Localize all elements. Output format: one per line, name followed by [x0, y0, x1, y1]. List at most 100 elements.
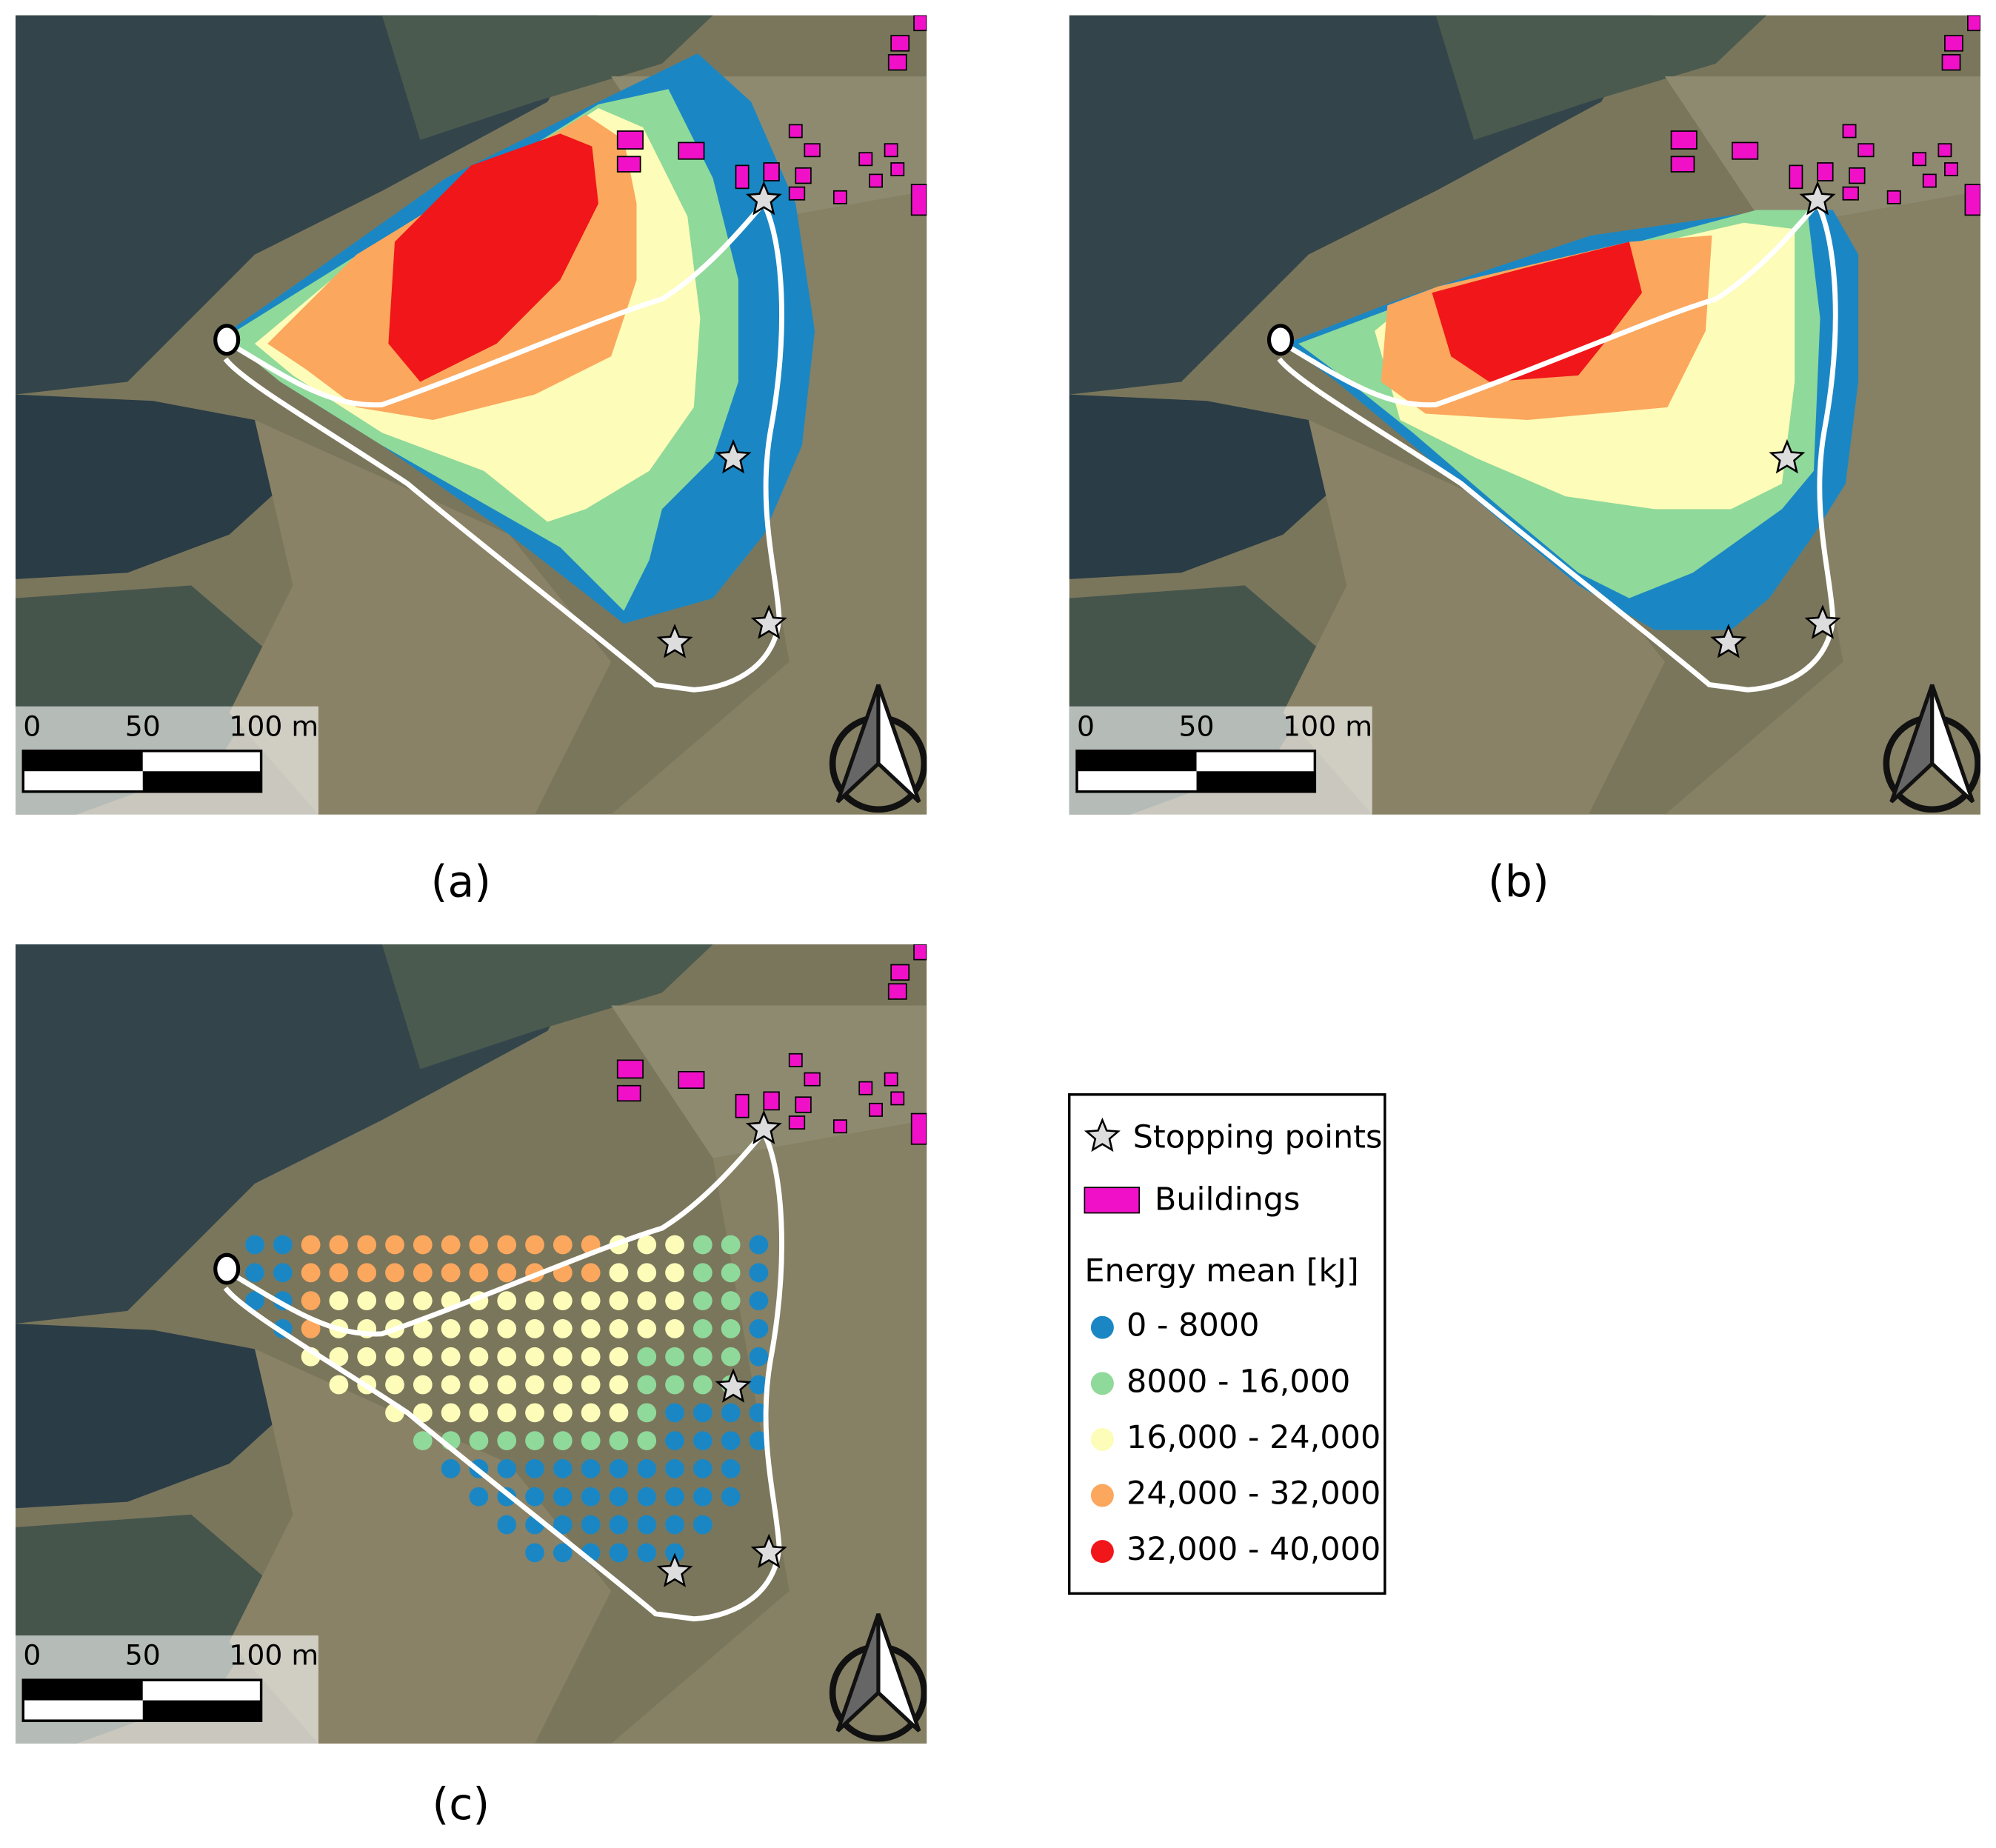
energy-point: [721, 1347, 741, 1367]
energy-point: [721, 1403, 741, 1423]
scale-label: 100 m: [229, 710, 318, 742]
trajectory-envelope: [223, 1128, 784, 1622]
energy-point: [553, 1347, 573, 1367]
legend-label: 8000 - 16,000: [1126, 1363, 1350, 1400]
energy-point: [245, 1291, 264, 1311]
scale-segment: [23, 1680, 143, 1701]
energy-point: [301, 1291, 321, 1311]
building: [1941, 54, 1961, 71]
map: 0 50 100 m: [15, 944, 927, 1744]
building: [1670, 130, 1698, 150]
building: [1912, 152, 1927, 167]
energy-point: [665, 1263, 684, 1283]
energy-point: [581, 1487, 601, 1507]
energy-point: [609, 1403, 629, 1423]
building: [1842, 186, 1859, 201]
scale-segment: [142, 1700, 261, 1721]
stopping-point: [745, 181, 782, 216]
trajectory-envelope: [1277, 199, 1838, 693]
north-arrow: [1930, 684, 1975, 804]
energy-point: [385, 1375, 404, 1395]
energy-point: [441, 1375, 461, 1395]
building: [678, 141, 705, 160]
legend-box: [1068, 1093, 1386, 1595]
energy-point: [609, 1459, 629, 1478]
energy-point: [497, 1319, 517, 1338]
building: [1849, 167, 1866, 184]
scale-segment: [142, 1680, 261, 1701]
stopping-point: [1799, 181, 1836, 216]
legend-label: 32,000 - 40,000: [1126, 1531, 1381, 1568]
rocky-slope: [229, 1349, 612, 1744]
energy-point: [749, 1263, 769, 1283]
energy-point: [357, 1291, 377, 1311]
building: [1944, 162, 1958, 176]
building: [890, 1091, 905, 1106]
legend-label: 0 - 8000: [1126, 1307, 1259, 1344]
energy-point: [692, 1347, 712, 1367]
energy-point: [637, 1319, 657, 1338]
energy-zone: [388, 133, 598, 382]
scale-outline: [21, 750, 263, 793]
energy-point: [245, 1263, 264, 1283]
energy-point: [329, 1235, 349, 1255]
energy-point: [692, 1515, 712, 1535]
energy-point: [692, 1263, 712, 1283]
scale-segment: [1196, 771, 1315, 792]
energy-point: [581, 1375, 601, 1395]
energy-point: [637, 1263, 657, 1283]
map: 0 50 100 m: [1069, 15, 1981, 815]
energy-point: [525, 1375, 544, 1395]
stopping-point: [715, 438, 752, 474]
energy-point: [357, 1347, 377, 1367]
energy-point: [692, 1375, 712, 1395]
energy-point: [497, 1347, 517, 1367]
energy-point: [329, 1347, 349, 1367]
forest: [381, 944, 713, 1070]
meadow: [611, 1005, 927, 1158]
building: [832, 1119, 847, 1134]
energy-point: [692, 1235, 712, 1255]
building: [1886, 190, 1901, 204]
building: [1842, 124, 1857, 139]
energy-point: [441, 1319, 461, 1338]
building: [887, 54, 907, 71]
building: [869, 173, 883, 188]
energy-point: [609, 1543, 629, 1563]
energy-point: [665, 1487, 684, 1507]
stopping-point: [715, 1368, 752, 1403]
energy-point: [721, 1319, 741, 1338]
energy-point: [692, 1431, 712, 1451]
energy-point: [665, 1347, 684, 1367]
map-panel: 0 50 100 m: [15, 944, 927, 1744]
energy-point: [553, 1403, 573, 1423]
energy-point: [329, 1375, 349, 1395]
energy-point: [413, 1347, 433, 1367]
building: [1944, 35, 1963, 52]
energy-point: [441, 1403, 461, 1423]
building: [884, 1072, 898, 1087]
building: [910, 1113, 927, 1145]
energy-point: [637, 1431, 657, 1451]
rocky-slope: [1283, 420, 1665, 815]
energy-point: [273, 1235, 293, 1255]
energy-point: [721, 1263, 741, 1283]
energy-point: [413, 1291, 433, 1311]
legend-swatch: [1090, 1484, 1114, 1507]
energy-point: [749, 1347, 769, 1367]
energy-point: [721, 1431, 741, 1451]
energy-point: [553, 1431, 573, 1451]
energy-point: [637, 1515, 657, 1535]
energy-point: [749, 1291, 769, 1311]
energy-point: [497, 1431, 517, 1451]
energy-point: [637, 1459, 657, 1478]
building: [913, 944, 927, 961]
stopping-point: [745, 1110, 782, 1144]
energy-point: [637, 1487, 657, 1507]
building: [1858, 143, 1875, 158]
building: [910, 184, 927, 216]
stopping-point: [656, 624, 693, 658]
building: [795, 167, 812, 184]
energy-point: [357, 1263, 377, 1283]
energy-point: [385, 1347, 404, 1367]
